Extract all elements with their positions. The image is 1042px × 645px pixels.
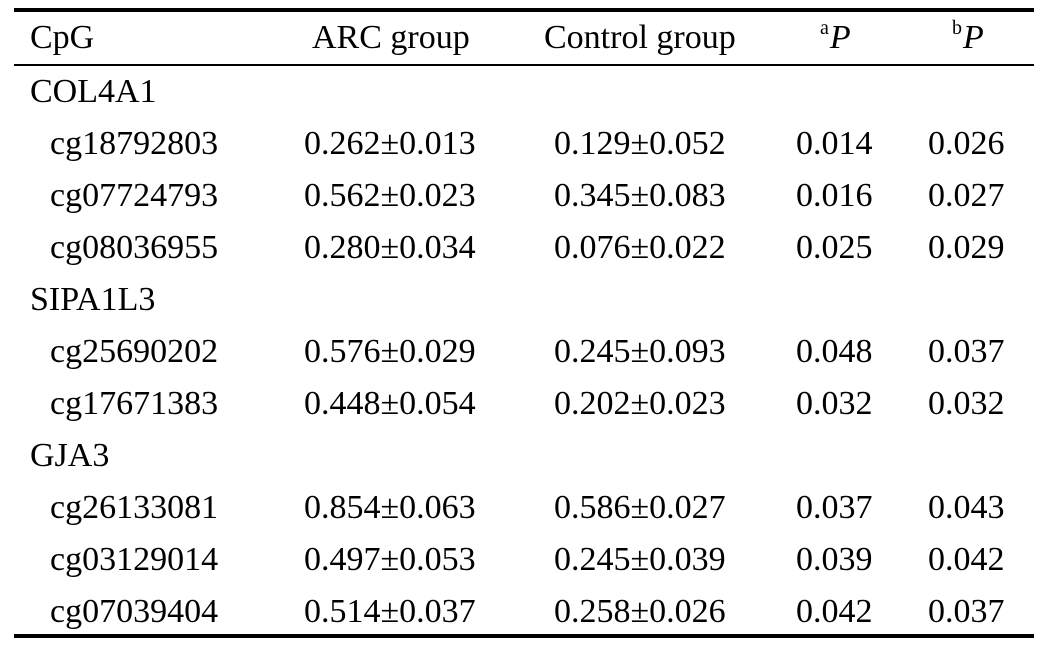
p-b-value: 0.037 [928, 593, 1005, 630]
control-value: 0.245±0.093 [554, 333, 726, 370]
control-value: 0.245±0.039 [554, 541, 726, 578]
gene-label: SIPA1L3 [30, 281, 156, 318]
group-row: SIPA1L3 [14, 274, 1034, 326]
p-a-value: 0.016 [796, 177, 873, 214]
p-a-value: 0.014 [796, 125, 873, 162]
arc-value: 0.576±0.029 [304, 333, 476, 370]
group-row: COL4A1 [14, 66, 1034, 118]
table-row: cg03129014 0.497±0.053 0.245±0.039 0.039… [14, 534, 1034, 586]
arc-value: 0.280±0.034 [304, 229, 476, 266]
control-value: 0.076±0.022 [554, 229, 726, 266]
p-b-value: 0.037 [928, 333, 1005, 370]
p-b-value: 0.042 [928, 541, 1005, 578]
header-p-b-superscript: b [952, 17, 962, 39]
cpg-id: cg18792803 [50, 125, 219, 162]
arc-value: 0.448±0.054 [304, 385, 476, 422]
p-b-value: 0.026 [928, 125, 1005, 162]
p-b-value: 0.043 [928, 489, 1005, 526]
table-row: cg17671383 0.448±0.054 0.202±0.023 0.032… [14, 378, 1034, 430]
control-value: 0.586±0.027 [554, 489, 726, 526]
table-row: cg26133081 0.854±0.063 0.586±0.027 0.037… [14, 482, 1034, 534]
header-p-a: aP [820, 12, 851, 68]
arc-value: 0.562±0.023 [304, 177, 476, 214]
arc-value: 0.854±0.063 [304, 489, 476, 526]
table-row: cg25690202 0.576±0.029 0.245±0.093 0.048… [14, 326, 1034, 378]
p-a-value: 0.039 [796, 541, 873, 578]
header-p-b: bP [952, 12, 984, 68]
cpg-id: cg07724793 [50, 177, 219, 214]
p-b-value: 0.027 [928, 177, 1005, 214]
control-value: 0.202±0.023 [554, 385, 726, 422]
gene-label: GJA3 [30, 437, 110, 474]
p-a-value: 0.042 [796, 593, 873, 630]
arc-value: 0.514±0.037 [304, 593, 476, 630]
header-cpg: CpG [30, 19, 95, 56]
p-b-value: 0.029 [928, 229, 1005, 266]
top-rule [14, 8, 1034, 12]
p-a-value: 0.037 [796, 489, 873, 526]
arc-value: 0.497±0.053 [304, 541, 476, 578]
header-p-a-superscript: a [820, 17, 829, 39]
p-a-value: 0.048 [796, 333, 873, 370]
header-control-group: Control group [544, 19, 736, 56]
header-arc-group: ARC group [312, 19, 470, 56]
header-p-a-letter: P [829, 19, 851, 56]
bottom-rule [14, 634, 1034, 638]
gene-label: COL4A1 [30, 73, 157, 110]
p-b-value: 0.032 [928, 385, 1005, 422]
p-a-value: 0.025 [796, 229, 873, 266]
cpg-id: cg17671383 [50, 385, 219, 422]
table-row: cg07724793 0.562±0.023 0.345±0.083 0.016… [14, 170, 1034, 222]
header-p-b-letter: P [963, 19, 984, 56]
cpg-id: cg25690202 [50, 333, 219, 370]
p-a-value: 0.032 [796, 385, 873, 422]
header-row: CpG ARC group Control group aP bP [14, 12, 1034, 64]
table-row: cg18792803 0.262±0.013 0.129±0.052 0.014… [14, 118, 1034, 170]
control-value: 0.258±0.026 [554, 593, 726, 630]
table-row: cg08036955 0.280±0.034 0.076±0.022 0.025… [14, 222, 1034, 274]
group-row: GJA3 [14, 430, 1034, 482]
cpg-id: cg07039404 [50, 593, 219, 630]
cpg-id: cg03129014 [50, 541, 219, 578]
control-value: 0.345±0.083 [554, 177, 726, 214]
table-row: cg07039404 0.514±0.037 0.258±0.026 0.042… [14, 586, 1034, 638]
arc-value: 0.262±0.013 [304, 125, 476, 162]
control-value: 0.129±0.052 [554, 125, 726, 162]
cpg-id: cg26133081 [50, 489, 219, 526]
header-rule [14, 64, 1034, 66]
cpg-id: cg08036955 [50, 229, 219, 266]
